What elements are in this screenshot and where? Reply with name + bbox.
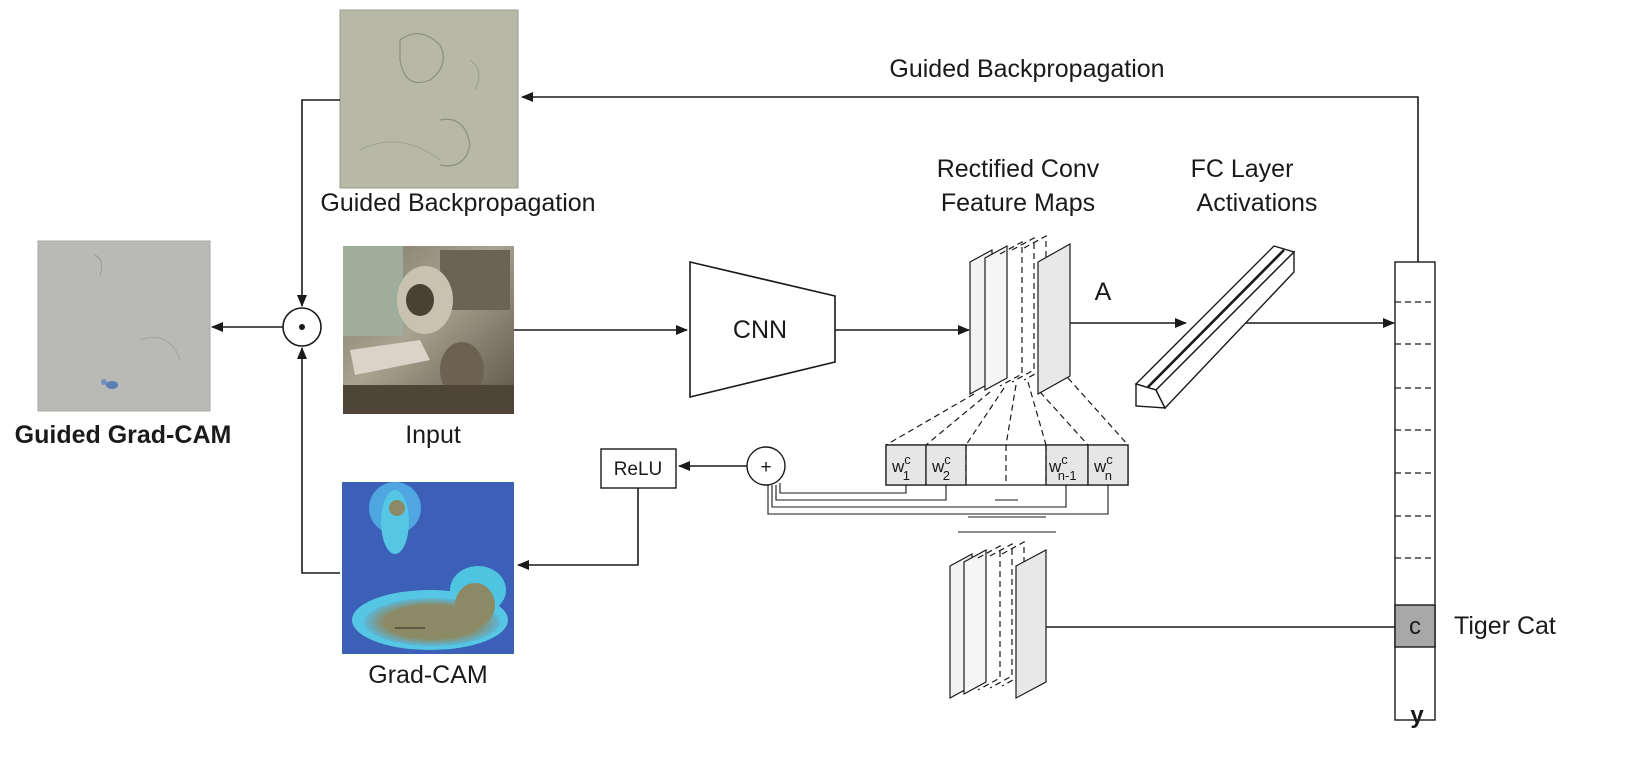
- gradcam-to-multiply: [297, 347, 340, 574]
- guided-backprop-caption: Guided Backpropagation: [320, 189, 595, 217]
- input-image: [343, 246, 514, 414]
- grad-cam-heatmap: [342, 482, 514, 654]
- output-vector: [1394, 261, 1436, 721]
- relu-box: [600, 448, 677, 489]
- weight-w2: wc 2: [931, 452, 951, 483]
- relu-to-gradcam: [517, 488, 639, 570]
- gradient-maps-stack: [949, 540, 1047, 700]
- fc-label-line1: FC Layer: [1191, 155, 1294, 183]
- fc-layer-bar: [1134, 245, 1296, 410]
- sum-symbol: +: [760, 457, 771, 478]
- guided-bp-to-multiply: [297, 99, 340, 307]
- conv-maps-label-line1: Rectified Conv: [937, 155, 1100, 183]
- weights-vector: [885, 444, 1129, 486]
- input-caption: Input: [405, 421, 461, 449]
- projection-lines: [885, 377, 1129, 446]
- class-cell: [1394, 604, 1436, 648]
- top-backprop-arrow: [521, 92, 1419, 262]
- top-arrow-label: Guided Backpropagation: [889, 55, 1164, 83]
- weights-to-sum-wires: [767, 483, 1109, 515]
- relu-label: ReLU: [614, 459, 663, 480]
- dot-symbol: [299, 324, 305, 330]
- weight-wn: wc n: [1093, 452, 1113, 483]
- grad-cam-caption: Grad-CAM: [368, 661, 487, 689]
- weight-w1: wc 1: [891, 452, 911, 483]
- activation-a-label: A: [1095, 278, 1112, 306]
- weight-wn-1: wc n-1: [1048, 452, 1077, 483]
- class-cell-label: c: [1409, 613, 1421, 640]
- fc-label-line2: Activations: [1197, 189, 1318, 217]
- class-name-label: Tiger Cat: [1454, 612, 1556, 640]
- output-y-label: y: [1410, 702, 1424, 729]
- cnn-label: CNN: [733, 316, 787, 344]
- feature-maps-stack: [969, 234, 1071, 396]
- cnn-block: [689, 260, 836, 399]
- conv-maps-label-line2: Feature Maps: [941, 189, 1095, 217]
- guided-backprop-image: [339, 9, 519, 189]
- guided-grad-cam-caption: Guided Grad-CAM: [15, 421, 232, 449]
- guided-grad-cam-image: [37, 240, 211, 412]
